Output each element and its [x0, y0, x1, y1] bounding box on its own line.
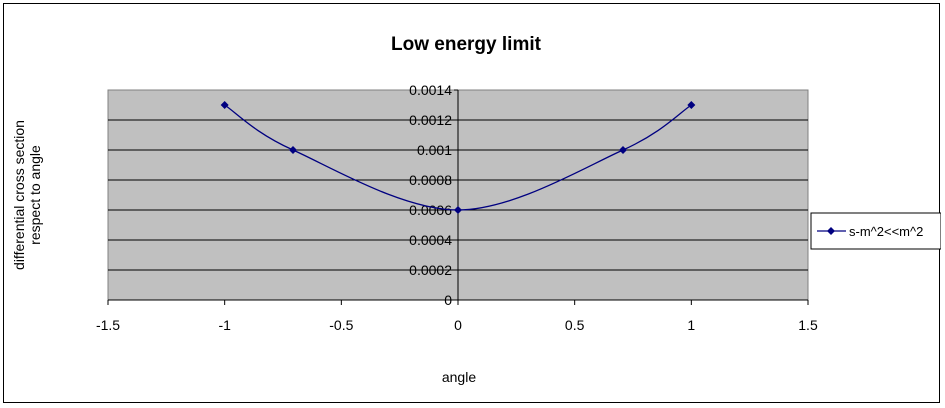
y-tick-label: 0.0014 [409, 82, 452, 98]
x-tick-label: -0.5 [329, 317, 353, 333]
y-tick-label: 0.0008 [409, 172, 452, 188]
data-point [289, 146, 298, 154]
data-point [220, 101, 229, 109]
y-tick-label: 0.0004 [409, 232, 452, 248]
data-point [454, 206, 462, 214]
x-tick-label: 0.5 [565, 317, 585, 333]
legend-marker [827, 227, 835, 235]
data-point [687, 101, 696, 109]
series-layer [220, 101, 696, 214]
y-tick-label: 0.001 [417, 142, 452, 158]
x-axis-title: angle [442, 369, 476, 385]
x-tick-label: 1 [687, 317, 695, 333]
chart-title: Low energy limit [391, 34, 542, 55]
y-tick-labels: 0 0.0002 0.0004 0.0006 0.0008 0.001 0.0012 0.00… [409, 82, 452, 308]
chart-area: Low energy limit -1.5 -1 -0.5 0 0.5 1 1.5 0 0.0… [3, 3, 941, 403]
y-tick-label: 0.0012 [409, 112, 452, 128]
x-tick-label: -1.5 [96, 317, 120, 333]
chart-svg: Low energy limit -1.5 -1 -0.5 0 0.5 1 1.5 0 0.0… [11, 34, 941, 385]
y-axis-title-line-1: differential cross section [11, 120, 27, 270]
legend: s-m^2<<m^2 [810, 212, 941, 250]
x-tick-labels: -1.5 -1 -0.5 0 0.5 1 1.5 [96, 317, 818, 333]
y-axis-title: differential cross section respect to an… [11, 120, 43, 270]
x-tick-label: 0 [454, 317, 462, 333]
y-tick-label: 0 [444, 292, 452, 308]
x-tick-label: 1.5 [798, 317, 818, 333]
legend-label: s-m^2<<m^2 [849, 224, 923, 239]
data-point [618, 146, 627, 154]
y-tick-label: 0.0002 [409, 262, 452, 278]
y-tick-label: 0.0006 [409, 202, 452, 218]
x-tick-label: -1 [218, 317, 231, 333]
y-axis-title-line-2: respect to angle [27, 145, 43, 245]
legend-entry: s-m^2<<m^2 [817, 224, 923, 239]
